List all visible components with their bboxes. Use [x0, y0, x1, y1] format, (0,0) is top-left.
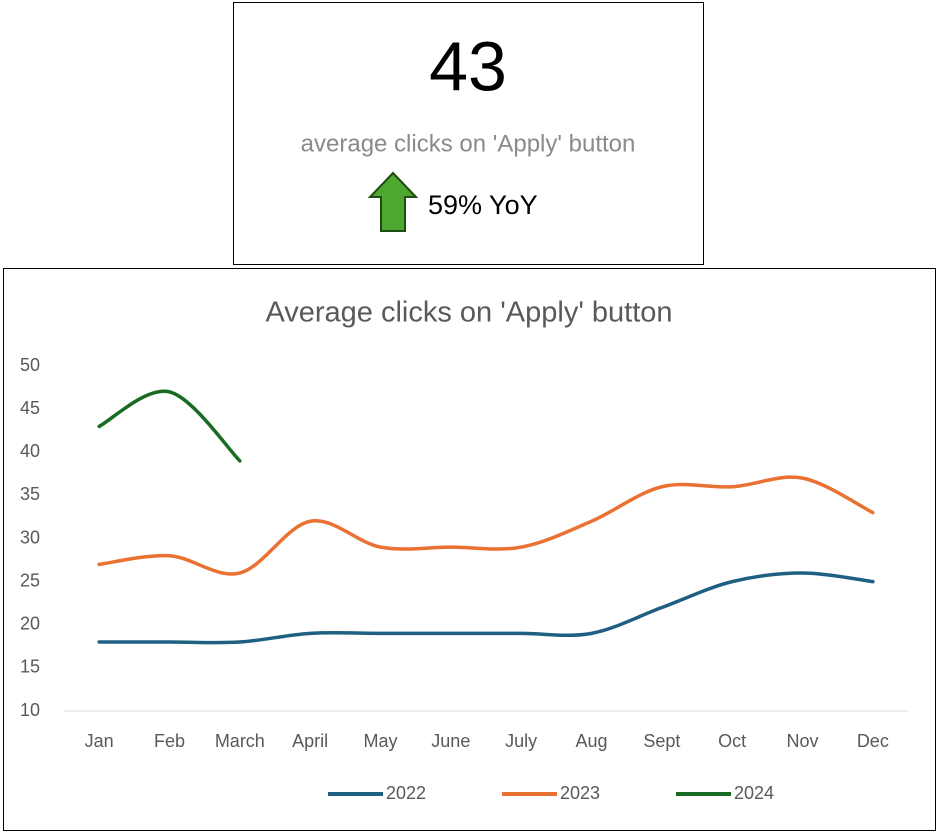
y-tick-label: 40 [20, 441, 40, 461]
y-tick-label: 35 [20, 484, 40, 504]
legend-label: 2022 [386, 783, 426, 803]
x-tick-label: Jan [85, 731, 114, 751]
x-tick-label: Dec [857, 731, 889, 751]
x-tick-label: July [505, 731, 537, 751]
x-tick-label: March [215, 731, 265, 751]
y-tick-label: 25 [20, 570, 40, 590]
y-tick-label: 30 [20, 527, 40, 547]
kpi-value: 43 [429, 27, 507, 105]
kpi-change: 59% YoY [428, 190, 538, 220]
y-tick-label: 20 [20, 614, 40, 634]
x-tick-label: May [363, 731, 397, 751]
legend-label: 2024 [734, 783, 774, 803]
x-tick-label: Nov [786, 731, 818, 751]
series-line [97, 571, 875, 645]
y-tick-label: 10 [20, 700, 40, 720]
series-line [97, 389, 242, 463]
x-tick-label: April [292, 731, 328, 751]
x-tick-label: Aug [575, 731, 607, 751]
kpi-label: average clicks on 'Apply' button [301, 130, 636, 157]
chart-title: Average clicks on 'Apply' button [265, 297, 672, 329]
y-tick-label: 45 [20, 398, 40, 418]
x-tick-label: Feb [154, 731, 185, 751]
x-tick-label: June [431, 731, 470, 751]
legend-label: 2023 [560, 783, 600, 803]
y-tick-label: 15 [20, 657, 40, 677]
kpi-card [233, 2, 704, 265]
x-tick-label: Oct [718, 731, 746, 751]
x-tick-label: Sept [643, 731, 680, 751]
y-tick-label: 50 [20, 355, 40, 375]
series-line [97, 475, 875, 576]
up-arrow [367, 171, 419, 232]
